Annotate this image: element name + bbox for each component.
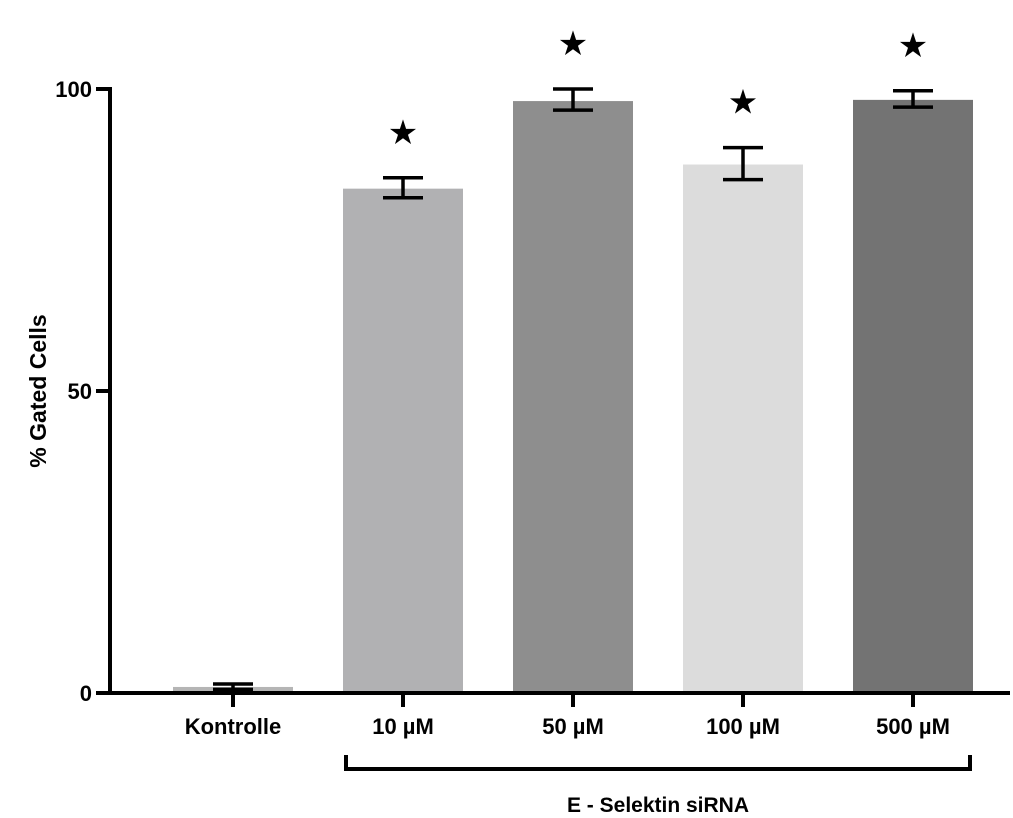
significance-star: ★ — [728, 83, 758, 123]
x-ticks-group: Kontrolle 10 µM 50 µM 100 µM 500 µM — [185, 693, 950, 739]
group-bracket-label: E - Selektin siRNA — [567, 794, 749, 817]
error-bars-group — [213, 87, 933, 692]
y-tick-label: 100 — [55, 77, 92, 102]
bar — [343, 188, 463, 693]
significance-star: ★ — [388, 113, 418, 153]
significance-star: ★ — [898, 26, 928, 66]
y-ticks-group: 0 50 100 — [55, 77, 110, 706]
bar — [853, 99, 973, 693]
x-tick-label: 10 µM — [372, 714, 434, 739]
bar — [683, 164, 803, 693]
y-tick-label: 50 — [68, 379, 92, 404]
x-tick-label: Kontrolle — [185, 714, 282, 739]
x-tick-label: 100 µM — [706, 714, 780, 739]
significance-markers-group: ★ ★ ★ ★ — [388, 24, 928, 153]
significance-star: ★ — [558, 24, 588, 64]
y-tick-label: 0 — [80, 681, 92, 706]
x-tick-label: 500 µM — [876, 714, 950, 739]
y-axis-title: % Gated Cells — [25, 314, 51, 467]
bars-group — [173, 99, 973, 693]
bar — [513, 101, 633, 693]
group-bracket — [344, 755, 972, 771]
x-tick-label: 50 µM — [542, 714, 604, 739]
